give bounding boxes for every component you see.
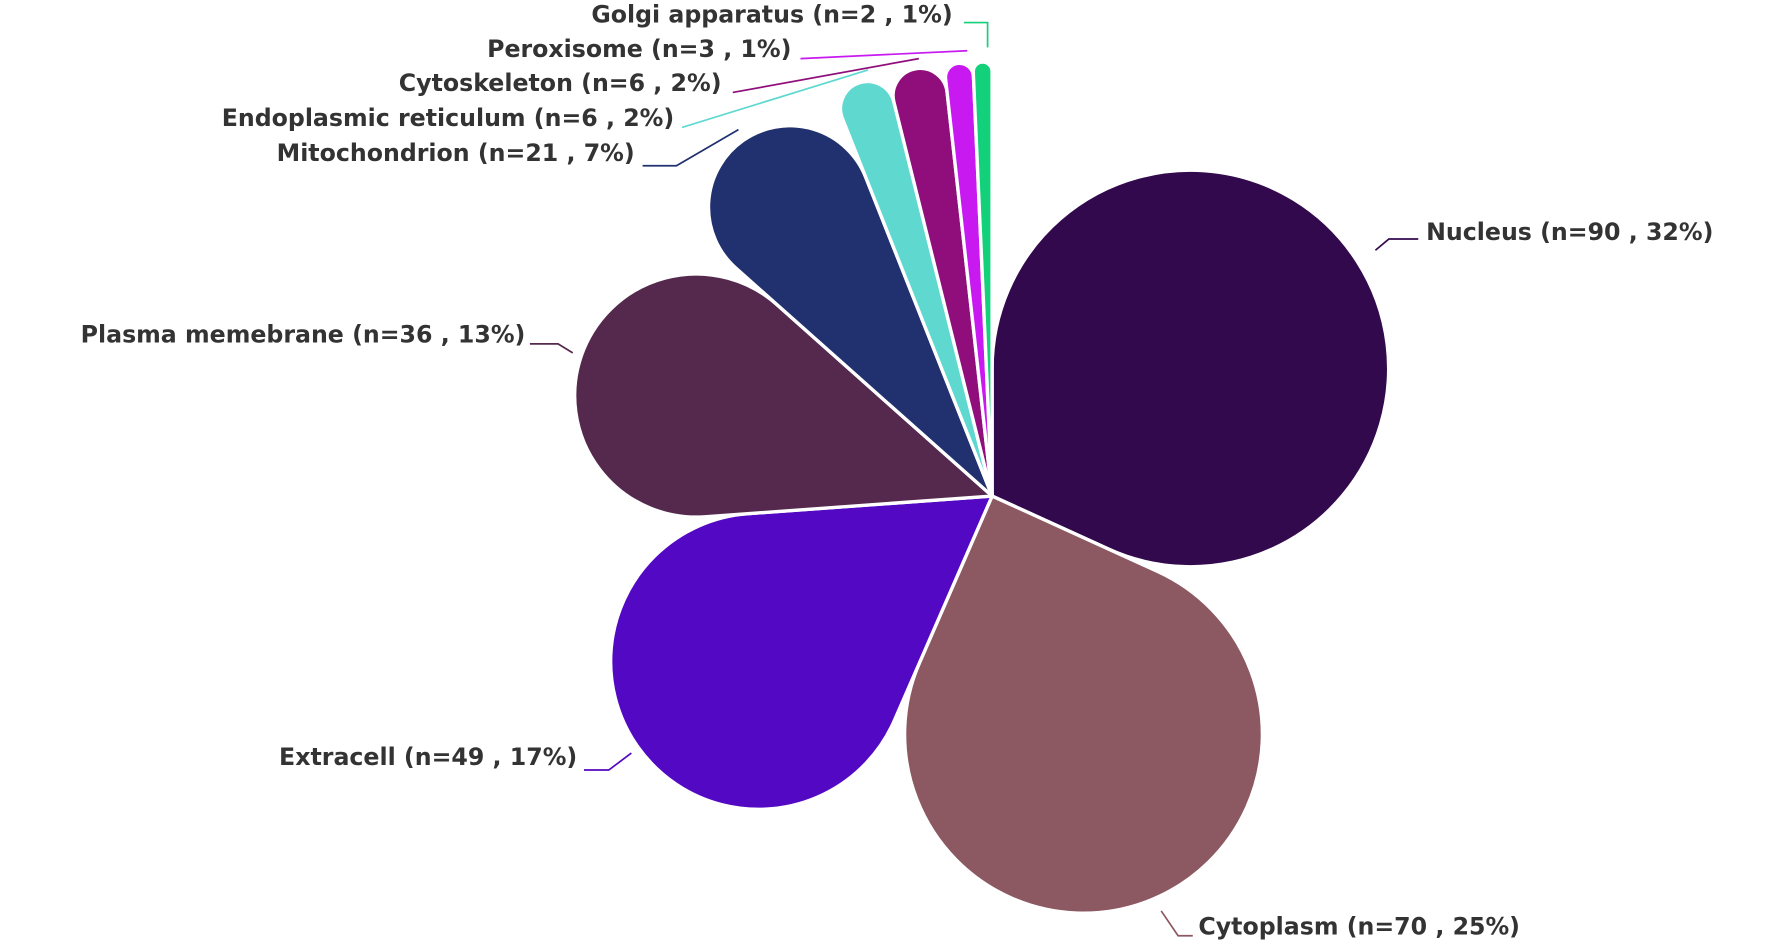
slice-label: Nucleus (n=90 , 32%) — [1426, 218, 1713, 246]
leader-line — [583, 752, 632, 771]
slice-label: Cytoskeleton (n=6 , 2%) — [399, 69, 722, 97]
pie-slice — [902, 494, 1265, 915]
pie-slice — [971, 60, 994, 498]
leader-line — [529, 343, 574, 354]
slice-label: Endoplasmic reticulum (n=6 , 2%) — [222, 104, 674, 132]
slice-label: Extracell (n=49 , 17%) — [279, 743, 577, 771]
pie-slice — [706, 124, 994, 498]
leader-line — [1160, 910, 1193, 937]
slice-label: Mitochondrion (n=21 , 7%) — [277, 139, 635, 167]
pie-slice — [572, 272, 994, 519]
slice-label: Cytoplasm (n=70 , 25%) — [1198, 912, 1520, 940]
leader-line — [963, 21, 989, 48]
pie-slice — [990, 168, 1391, 569]
leader-line — [732, 57, 919, 94]
pie-slice — [838, 79, 994, 498]
leader-line — [800, 49, 968, 60]
leader-line — [1374, 238, 1419, 251]
slice-label: Golgi apparatus (n=2 , 1%) — [591, 0, 952, 28]
leader-line — [642, 128, 739, 167]
slice-label: Peroxisome (n=3 , 1%) — [487, 35, 791, 63]
slice-label: Plasma memebrane (n=36 , 13%) — [81, 320, 526, 348]
pie-slice — [608, 494, 994, 812]
leader-line — [681, 69, 869, 129]
